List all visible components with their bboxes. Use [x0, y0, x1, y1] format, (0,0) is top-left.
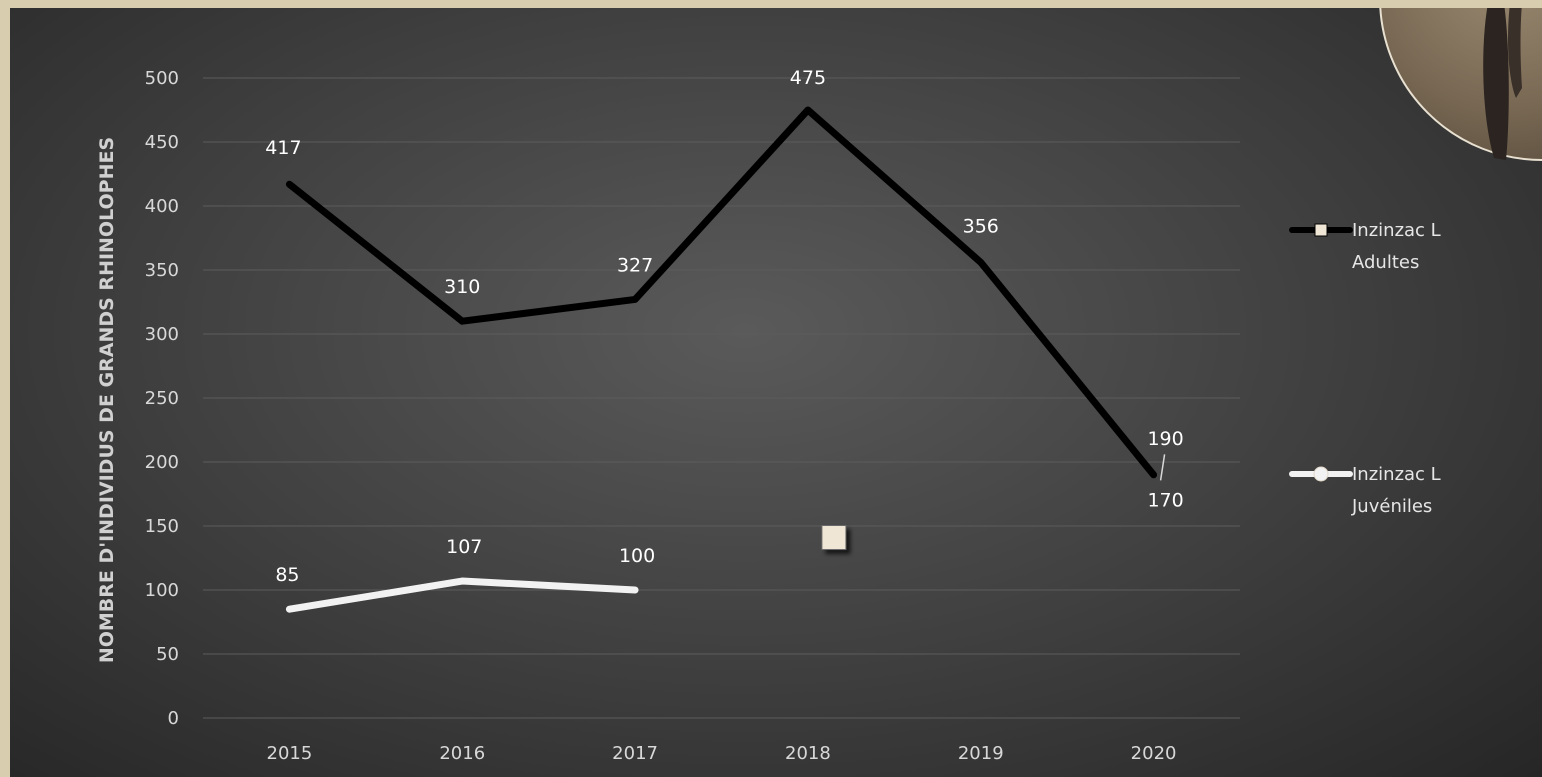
legend-circle-marker [1313, 466, 1329, 482]
x-tick-label: 2015 [267, 743, 313, 764]
data-label: 417 [265, 137, 301, 159]
y-axis: 0 50 100 150 200 250 300 350 400 450 500 [145, 68, 179, 729]
data-label: 327 [617, 254, 653, 276]
y-axis-label: NOMBRE D'INDIVIDUS DE GRANDS RHINOLOPHES [96, 137, 118, 663]
chart-frame: 0 50 100 150 200 250 300 350 400 450 500 2015 2016 2… [10, 8, 1542, 777]
data-label: 85 [275, 564, 299, 586]
y-tick-label: 100 [145, 580, 179, 601]
y-tick-label: 400 [145, 196, 179, 217]
legend-label: Adultes [1352, 252, 1419, 273]
legend-square-marker [1314, 223, 1328, 237]
data-labels: 417 310 327 475 356 190 85 107 100 [265, 67, 1183, 586]
square-marker [821, 525, 847, 551]
bat-photo [1379, 8, 1542, 161]
data-label: 100 [619, 545, 655, 567]
data-label: 475 [790, 67, 826, 89]
legend: Inzinzac L Adultes Inzinzac L Juvéniles [1289, 220, 1441, 517]
legend-item-juveniles: Inzinzac L Juvéniles [1289, 464, 1441, 517]
series-line-adultes [285, 106, 1158, 479]
y-tick-label: 150 [145, 516, 179, 537]
data-label: 310 [444, 276, 480, 298]
x-tick-label: 2019 [958, 743, 1004, 764]
x-tick-label: 2020 [1131, 743, 1177, 764]
annotations: 170 [821, 454, 1184, 551]
data-label: 107 [446, 536, 482, 558]
data-label: 356 [963, 215, 999, 237]
y-tick-label: 50 [156, 644, 179, 665]
legend-label: Inzinzac L [1352, 220, 1441, 241]
y-tick-label: 350 [145, 260, 179, 281]
annotation-leader-line [1159, 454, 1166, 481]
y-tick-label: 450 [145, 132, 179, 153]
legend-label: Juvéniles [1351, 496, 1432, 517]
y-tick-label: 500 [145, 68, 179, 89]
x-axis: 2015 2016 2017 2018 2019 2020 [267, 743, 1177, 764]
gridlines [203, 77, 1240, 719]
x-tick-label: 2018 [785, 743, 831, 764]
x-tick-label: 2017 [612, 743, 658, 764]
data-label: 190 [1147, 428, 1183, 450]
x-tick-label: 2016 [439, 743, 485, 764]
series-line-juveniles [285, 577, 639, 613]
y-tick-label: 200 [145, 452, 179, 473]
legend-item-adultes: Inzinzac L Adultes [1289, 220, 1441, 273]
y-tick-label: 300 [145, 324, 179, 345]
annotation-label: 170 [1147, 489, 1183, 511]
legend-label: Inzinzac L [1352, 464, 1441, 485]
y-tick-label: 0 [168, 708, 179, 729]
y-tick-label: 250 [145, 388, 179, 409]
series-lines [285, 106, 1158, 613]
